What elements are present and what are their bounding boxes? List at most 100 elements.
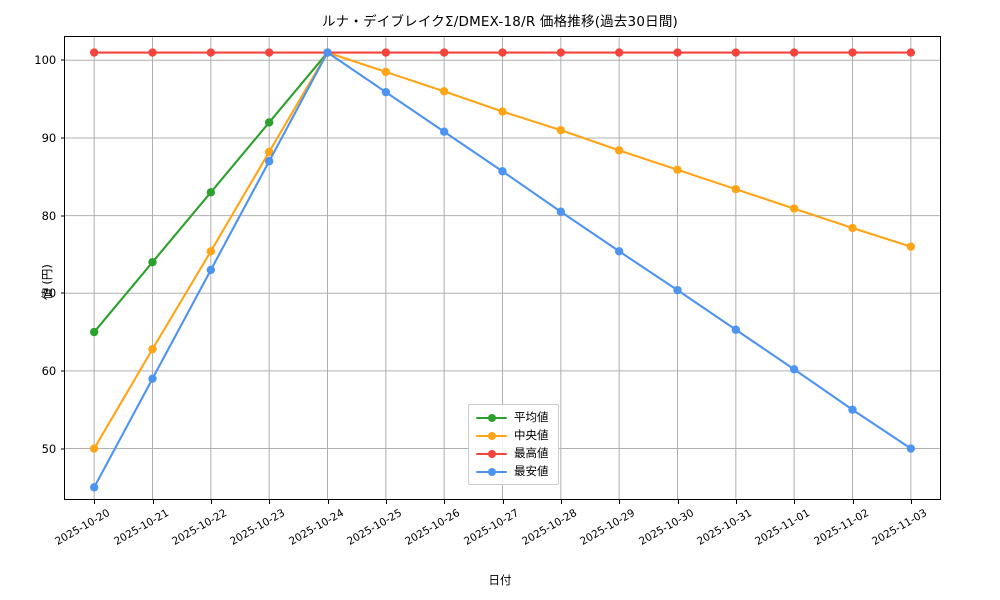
x-tick-mark bbox=[385, 499, 387, 504]
y-tick-mark bbox=[60, 370, 65, 372]
chart-title: ルナ・デイブレイクΣ/DMEX-18/R 価格推移(過去30日間) bbox=[321, 14, 679, 30]
series-marker-2 bbox=[731, 48, 741, 57]
legend-label: 最高値 bbox=[514, 446, 549, 460]
series-marker-2 bbox=[89, 48, 99, 57]
series-marker-2 bbox=[906, 48, 916, 57]
series-marker-3 bbox=[673, 285, 682, 295]
x-tick-label: 2025-11-03 bbox=[869, 507, 929, 548]
legend-label: 中央値 bbox=[514, 428, 549, 442]
series-marker-1 bbox=[439, 87, 449, 96]
x-tick-mark bbox=[502, 499, 504, 504]
x-tick-label: 2025-10-26 bbox=[403, 507, 463, 548]
x-tick-label: 2025-10-21 bbox=[111, 507, 171, 548]
legend-item-3[interactable]: 最安値 bbox=[476, 464, 549, 479]
legend-swatch-icon bbox=[476, 430, 507, 441]
legend-item-2[interactable]: 最高値 bbox=[476, 446, 549, 461]
y-tick-mark bbox=[60, 292, 65, 294]
series-marker-3 bbox=[906, 444, 916, 453]
x-tick-mark bbox=[735, 499, 737, 504]
series-marker-1 bbox=[848, 223, 857, 233]
series-marker-3 bbox=[381, 87, 391, 97]
series-marker-3 bbox=[789, 365, 799, 374]
y-tick-mark bbox=[60, 59, 65, 61]
legend-swatch-icon bbox=[476, 466, 507, 477]
series-marker-0 bbox=[148, 257, 157, 267]
legend-swatch-icon bbox=[476, 412, 507, 423]
x-tick-label: 2025-10-28 bbox=[519, 507, 579, 548]
series-marker-3 bbox=[731, 325, 741, 334]
y-tick-label: 50 bbox=[41, 441, 57, 456]
series-marker-3 bbox=[498, 167, 507, 176]
series-marker-2 bbox=[614, 48, 624, 57]
x-tick-mark bbox=[852, 499, 854, 504]
legend-item-1[interactable]: 中央値 bbox=[476, 428, 549, 443]
x-tick-mark bbox=[619, 499, 621, 504]
series-marker-3 bbox=[848, 405, 857, 414]
x-tick-mark bbox=[444, 499, 446, 504]
series-marker-2 bbox=[264, 48, 274, 57]
series-marker-1 bbox=[264, 147, 274, 157]
y-tick-label: 70 bbox=[41, 286, 57, 301]
x-tick-label: 2025-11-02 bbox=[811, 507, 871, 548]
series-marker-3 bbox=[206, 265, 216, 275]
series-marker-2 bbox=[148, 48, 157, 57]
series-marker-1 bbox=[498, 107, 507, 116]
x-tick-label: 2025-10-25 bbox=[344, 507, 404, 548]
series-marker-1 bbox=[89, 444, 99, 453]
y-tick-mark bbox=[60, 137, 65, 139]
series-marker-1 bbox=[906, 242, 916, 251]
y-tick-label: 90 bbox=[41, 130, 57, 145]
x-tick-mark bbox=[560, 499, 562, 504]
legend-label: 平均値 bbox=[514, 410, 549, 424]
series-marker-3 bbox=[323, 48, 332, 57]
series-marker-2 bbox=[206, 48, 216, 57]
x-tick-label: 2025-10-30 bbox=[636, 507, 696, 548]
series-marker-2 bbox=[498, 48, 507, 57]
y-tick-label: 60 bbox=[41, 363, 57, 378]
series-marker-2 bbox=[673, 48, 682, 57]
legend-swatch-icon bbox=[476, 448, 507, 459]
x-tick-mark bbox=[210, 499, 212, 504]
x-tick-mark bbox=[152, 499, 154, 504]
x-tick-label: 2025-10-22 bbox=[169, 507, 229, 548]
series-marker-1 bbox=[556, 125, 566, 135]
series-marker-1 bbox=[381, 67, 391, 77]
x-tick-label: 2025-10-23 bbox=[228, 507, 288, 548]
series-marker-1 bbox=[789, 204, 799, 213]
series-marker-2 bbox=[439, 48, 449, 57]
series-marker-3 bbox=[89, 483, 99, 492]
x-tick-label: 2025-10-24 bbox=[286, 507, 346, 548]
series-layer bbox=[89, 48, 916, 492]
series-marker-3 bbox=[264, 157, 274, 166]
y-tick-label: 100 bbox=[34, 53, 57, 68]
x-axis-label: 日付 bbox=[488, 573, 512, 587]
series-marker-3 bbox=[148, 374, 157, 383]
series-marker-3 bbox=[556, 207, 566, 216]
series-marker-2 bbox=[381, 48, 391, 57]
legend-item-0[interactable]: 平均値 bbox=[476, 410, 549, 425]
series-marker-0 bbox=[264, 118, 274, 127]
series-marker-1 bbox=[673, 165, 682, 174]
y-tick-mark bbox=[60, 215, 65, 217]
x-tick-mark bbox=[269, 499, 271, 504]
y-tick-label: 80 bbox=[41, 208, 57, 223]
x-tick-label: 2025-10-27 bbox=[461, 507, 521, 548]
x-tick-mark bbox=[910, 499, 912, 504]
x-tick-mark bbox=[94, 499, 96, 504]
series-marker-2 bbox=[848, 48, 857, 57]
x-tick-label: 2025-11-01 bbox=[753, 507, 813, 548]
series-marker-0 bbox=[206, 188, 216, 197]
x-tick-label: 2025-10-31 bbox=[694, 507, 754, 548]
x-tick-mark bbox=[794, 499, 796, 504]
series-marker-1 bbox=[731, 185, 741, 194]
x-tick-label: 2025-10-20 bbox=[53, 507, 113, 548]
series-marker-3 bbox=[439, 127, 449, 136]
series-marker-1 bbox=[206, 247, 216, 256]
series-marker-1 bbox=[148, 344, 157, 354]
series-marker-2 bbox=[789, 48, 799, 57]
legend-label: 最安値 bbox=[514, 464, 549, 478]
x-tick-mark bbox=[677, 499, 679, 504]
series-marker-1 bbox=[614, 146, 624, 155]
series-marker-2 bbox=[556, 48, 566, 57]
series-marker-0 bbox=[89, 327, 99, 337]
